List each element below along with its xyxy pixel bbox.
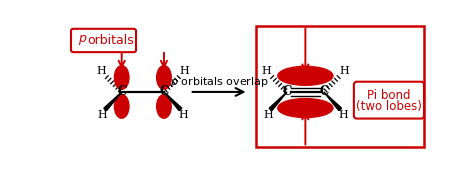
FancyBboxPatch shape [71,29,136,52]
Ellipse shape [157,66,171,89]
Text: C: C [159,85,169,98]
Text: H: H [98,110,108,120]
Text: (two lobes): (two lobes) [356,101,422,113]
Ellipse shape [278,99,333,117]
Ellipse shape [114,66,129,89]
Ellipse shape [114,95,129,118]
Text: H: H [263,110,273,120]
Text: H: H [96,66,106,76]
Text: orbitals: orbitals [87,34,134,47]
Text: $p$ orbitals overlap: $p$ orbitals overlap [170,75,268,89]
FancyBboxPatch shape [354,82,424,119]
Text: $p$: $p$ [78,33,87,47]
Polygon shape [324,92,342,111]
Text: C: C [283,85,292,98]
Text: H: H [262,66,271,76]
Text: H: H [178,110,188,120]
Polygon shape [104,92,122,111]
Text: C: C [117,85,127,98]
Text: C: C [319,85,328,98]
Polygon shape [164,92,182,111]
Text: H: H [338,110,348,120]
Ellipse shape [278,66,333,85]
Text: Pi bond: Pi bond [367,89,410,102]
Polygon shape [269,92,287,111]
Text: H: H [339,66,349,76]
Bar [256,25,424,147]
Text: H: H [180,66,190,76]
Ellipse shape [157,95,171,118]
